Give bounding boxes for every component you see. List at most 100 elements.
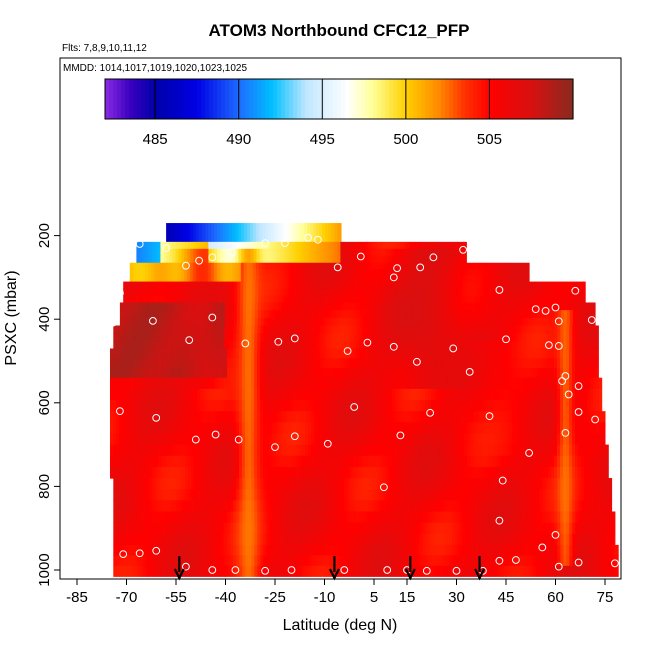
heatmap-cell — [443, 388, 447, 401]
heatmap-cell — [480, 295, 484, 304]
heatmap-cell — [395, 466, 399, 479]
heatmap-cell — [171, 281, 175, 290]
heatmap-cell — [110, 444, 114, 457]
heatmap-cell — [192, 269, 197, 276]
heatmap-cell — [304, 223, 308, 243]
heatmap-cell — [551, 340, 555, 350]
heatmap-cell — [418, 255, 422, 264]
heatmap-cell — [456, 295, 460, 304]
heatmap-cell — [445, 241, 449, 250]
heatmap-cell — [202, 255, 206, 264]
heatmap-cell — [419, 500, 423, 513]
heatmap-cell — [152, 400, 156, 412]
heatmap-cell — [143, 466, 147, 479]
heatmap-cell — [515, 358, 519, 369]
heatmap-cell — [360, 295, 364, 304]
heatmap-cell — [149, 466, 153, 479]
heatmap-cell — [232, 255, 236, 264]
heatmap-cell — [554, 317, 559, 327]
heatmap-cell — [122, 400, 126, 412]
heatmap-cell — [350, 478, 354, 490]
heatmap-cell — [326, 340, 330, 350]
heatmap-cell — [315, 281, 319, 290]
heatmap-cell — [266, 367, 270, 379]
heatmap-cell — [332, 455, 336, 468]
heatmap-cell — [161, 367, 165, 379]
heatmap-cell — [272, 302, 277, 311]
heatmap-cell — [593, 478, 597, 490]
heatmap-cell — [223, 223, 227, 243]
heatmap-cell — [497, 411, 501, 423]
heatmap-cell — [185, 433, 189, 446]
heatmap-cell — [386, 500, 390, 513]
heatmap-cell — [197, 367, 201, 379]
heatmap-cell — [191, 422, 195, 435]
heatmap-cell — [221, 302, 226, 311]
heatmap-cell — [170, 325, 174, 334]
heatmap-cell — [369, 288, 373, 297]
heatmap-cell — [366, 275, 371, 283]
heatmap-cell — [437, 358, 441, 369]
heatmap-cell — [554, 422, 558, 435]
heatmap-cell — [161, 388, 165, 401]
heatmap-cell — [413, 444, 417, 457]
heatmap-cell — [428, 358, 432, 369]
heatmap-cell — [300, 262, 305, 270]
heatmap-cell — [155, 411, 159, 423]
heatmap-cell — [458, 333, 462, 342]
heatmap-cell — [551, 377, 555, 390]
heatmap-cell — [158, 511, 162, 524]
heatmap-cell — [309, 262, 314, 270]
heatmap-cell — [434, 340, 438, 350]
heatmap-cell — [491, 489, 495, 501]
heatmap-cell — [401, 367, 405, 379]
heatmap-cell — [221, 489, 225, 501]
heatmap-cell — [230, 317, 235, 327]
heatmap-cell — [386, 400, 390, 412]
heatmap-cell — [279, 262, 284, 270]
heatmap-cell — [256, 255, 260, 264]
heatmap-cell — [497, 377, 501, 390]
heatmap-cell — [197, 444, 201, 457]
heatmap-cell — [521, 466, 525, 479]
heatmap-cell — [263, 400, 267, 412]
heatmap-cell — [557, 422, 561, 435]
heatmap-cell — [294, 281, 298, 290]
heatmap-cell — [269, 433, 273, 446]
heatmap-cell — [395, 317, 400, 327]
heatmap-cell — [306, 262, 311, 270]
heatmap-cell — [254, 348, 258, 359]
heatmap-cell — [522, 269, 527, 276]
heatmap-cell — [376, 248, 380, 257]
heatmap-cell — [593, 411, 597, 423]
heatmap-cell — [389, 377, 393, 390]
heatmap-cell — [281, 500, 285, 513]
heatmap-cell — [362, 489, 366, 501]
heatmap-cell — [317, 522, 321, 535]
heatmap-cell — [350, 358, 354, 369]
heatmap-cell — [494, 489, 498, 501]
heatmap-cell — [326, 511, 330, 524]
heatmap-cell — [155, 325, 159, 334]
heatmap-cell — [455, 317, 460, 327]
heatmap-cell — [371, 444, 375, 457]
heatmap-cell — [512, 455, 516, 468]
heatmap-cell — [563, 455, 567, 468]
heatmap-cell — [232, 241, 236, 250]
heatmap-cell — [167, 433, 171, 446]
heatmap-cell — [408, 295, 412, 304]
heatmap-cell — [468, 262, 473, 270]
heatmap-cell — [149, 333, 153, 342]
heatmap-cell — [329, 348, 333, 359]
heatmap-cell — [308, 310, 313, 319]
heatmap-cell — [465, 269, 470, 276]
heatmap-cell — [170, 317, 175, 327]
heatmap-cell — [200, 317, 205, 327]
heatmap-cell — [318, 281, 322, 290]
heatmap-cell — [328, 255, 332, 264]
heatmap-cell — [314, 310, 319, 319]
heatmap-cell — [497, 367, 501, 379]
heatmap-cell — [599, 466, 603, 479]
heatmap-cell — [227, 489, 231, 501]
heatmap-cell — [339, 295, 343, 304]
